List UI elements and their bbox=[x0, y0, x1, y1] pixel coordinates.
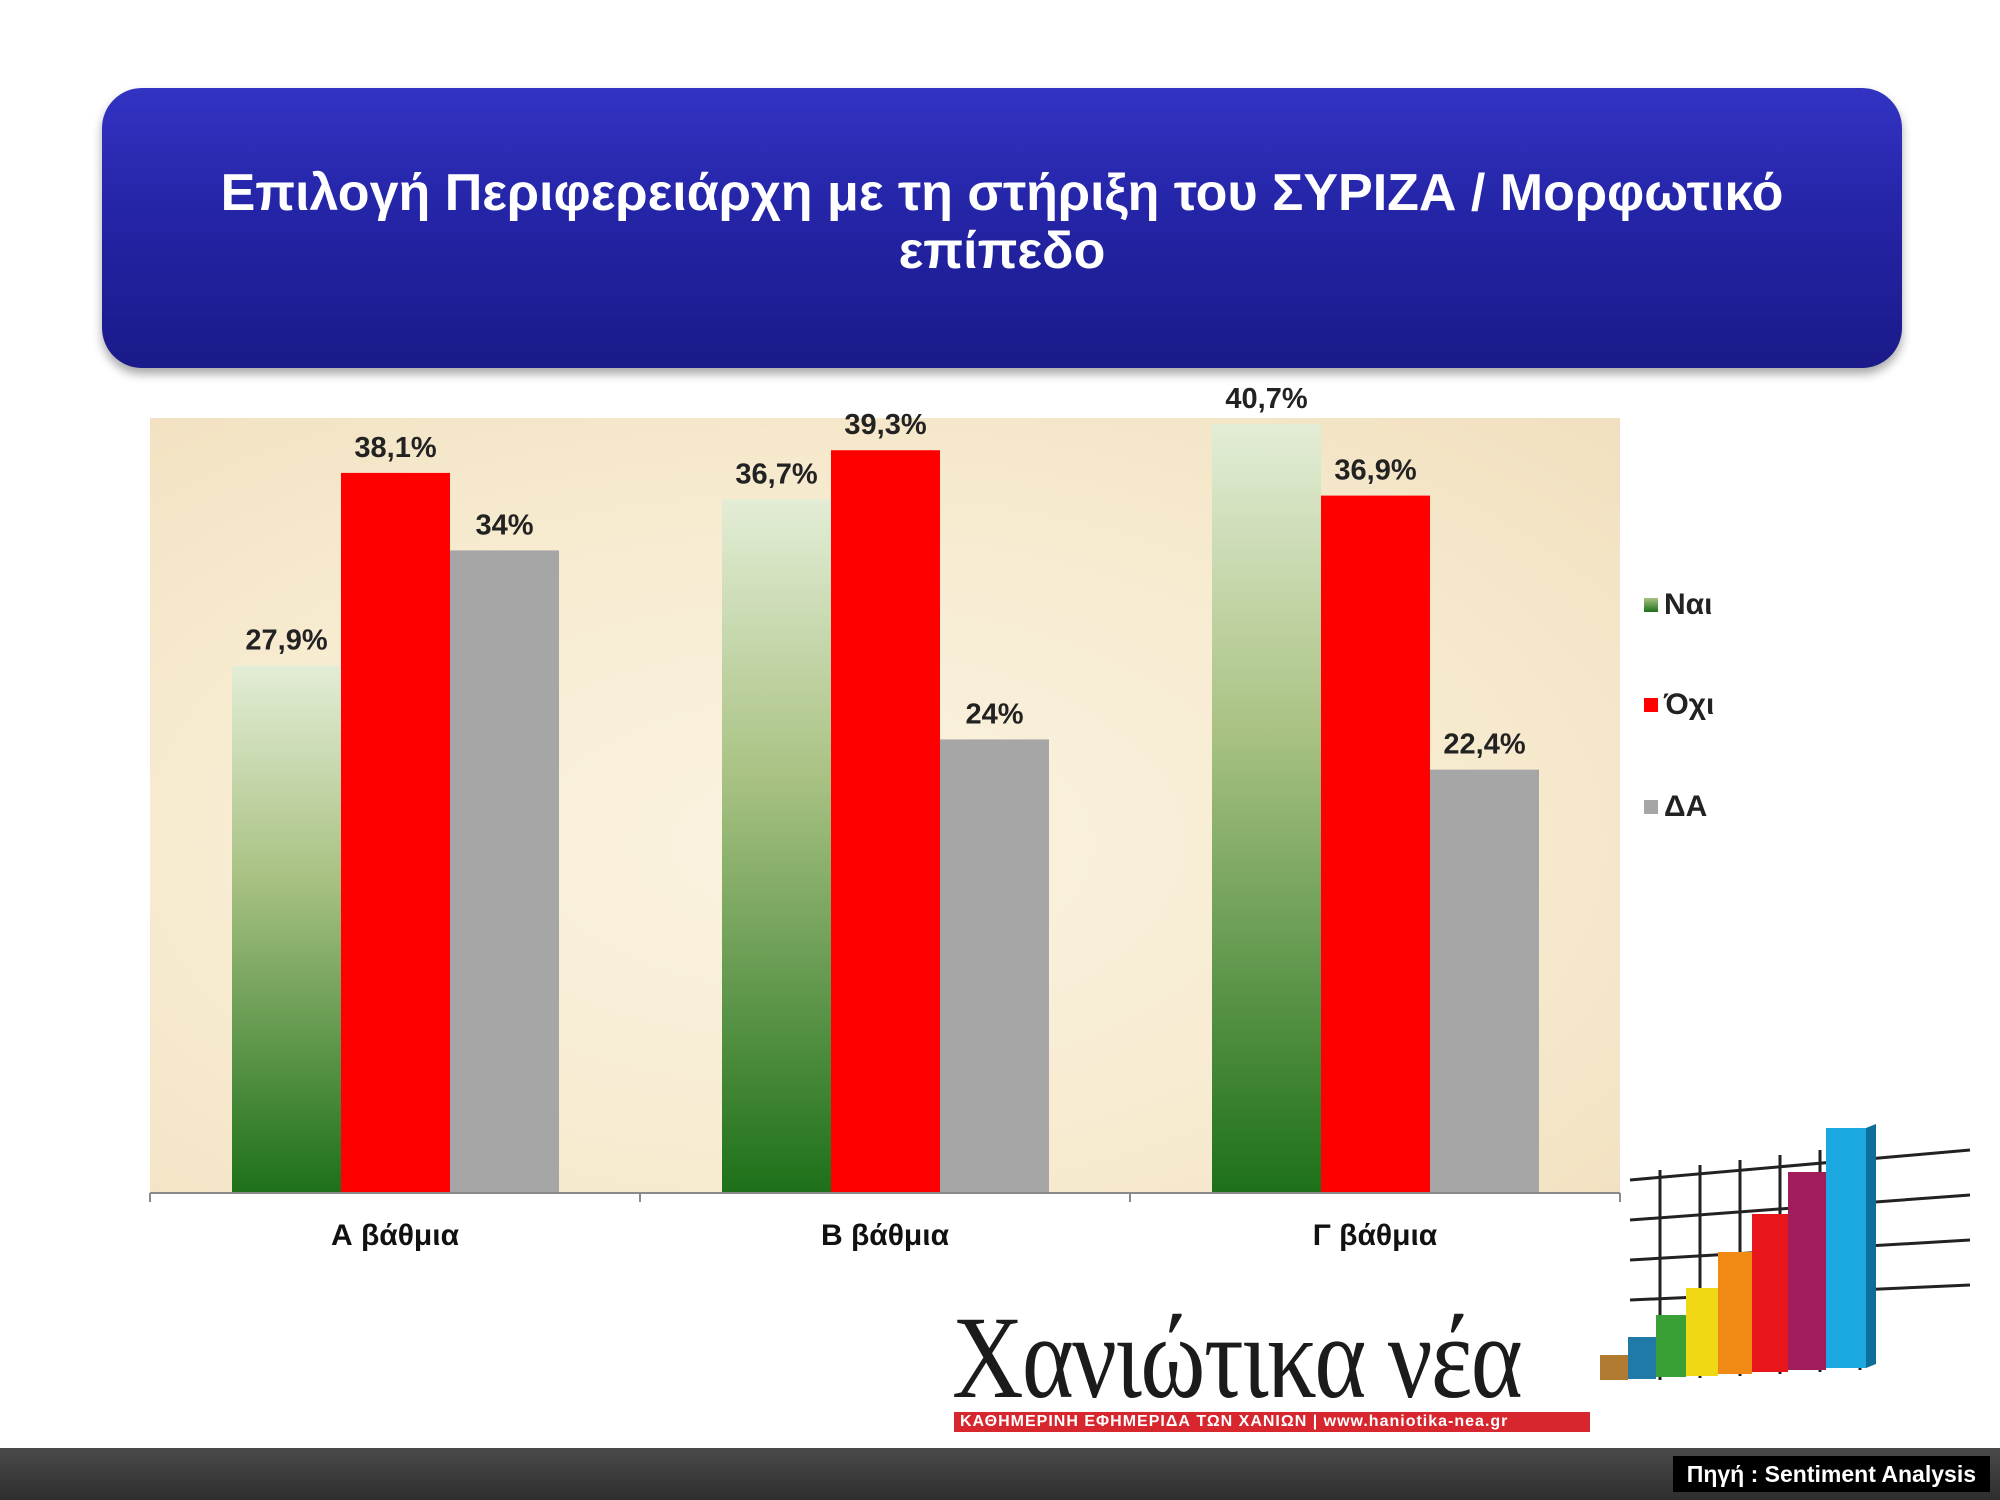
data-label: 34% bbox=[475, 509, 533, 541]
data-label: 36,7% bbox=[735, 458, 817, 490]
data-label: 24% bbox=[965, 698, 1023, 730]
legend-label: Όχι bbox=[1664, 688, 1715, 721]
bar-Όχι-Γ βάθμια bbox=[1321, 495, 1430, 1194]
data-label: 36,9% bbox=[1334, 455, 1416, 487]
bar-Όχι-Β βάθμια bbox=[831, 450, 940, 1194]
legend-item: Όχι bbox=[1644, 688, 1714, 722]
x-tick-label: Β βάθμια bbox=[821, 1219, 950, 1252]
x-axis: Α βάθμια Β βάθμια Γ βάθμια bbox=[149, 1192, 1621, 1252]
bar-Ναι-Α βάθμια bbox=[232, 665, 341, 1193]
logo-wordmark: Χανιώτικα νέα bbox=[952, 1292, 1523, 1423]
bar-Όχι-Α βάθμια bbox=[341, 472, 450, 1193]
legend-swatch bbox=[1644, 598, 1658, 612]
legend-item: Ναι bbox=[1644, 588, 1712, 622]
legend-label: Ναι bbox=[1664, 588, 1713, 621]
legend-label: ΔΑ bbox=[1664, 790, 1708, 823]
decorative-bar-chart-icon bbox=[1600, 1124, 1971, 1380]
bar-ΔΑ-Β βάθμια bbox=[940, 739, 1049, 1193]
bar-ΔΑ-Α βάθμια bbox=[450, 550, 559, 1193]
title-banner: Επιλογή Περιφερειάρχη με τη στήριξη του … bbox=[102, 88, 1902, 368]
x-tick-label: Γ βάθμια bbox=[1313, 1219, 1438, 1252]
legend-swatch bbox=[1644, 800, 1658, 814]
bar-ΔΑ-Γ βάθμια bbox=[1430, 769, 1539, 1193]
legend-item: ΔΑ bbox=[1644, 790, 1707, 824]
data-label: 39,3% bbox=[844, 409, 926, 441]
data-label: 27,9% bbox=[245, 625, 327, 657]
logo-tagline: ΚΑΘΗΜΕΡΙΝΗ ΕΦΗΜΕΡΙΔΑ ΤΩΝ ΧΑΝΙΩΝ | www.ha… bbox=[954, 1412, 1590, 1432]
chart-title: Επιλογή Περιφερειάρχη με τη στήριξη του … bbox=[220, 164, 1784, 280]
bar-Ναι-Γ βάθμια bbox=[1212, 423, 1321, 1193]
data-label: 38,1% bbox=[354, 432, 436, 464]
value-labels-group: 27,9% 38,1% 34% 36,7% 39,3% 24% 40,7% 36,9% 22,4… bbox=[245, 383, 1525, 761]
footer-bar bbox=[0, 1448, 2000, 1500]
newspaper-logo: Χανιώτικα νέα ΚΑΘΗΜΕΡΙΝΗ ΕΦΗΜΕΡΙΔΑ ΤΩΝ Χ… bbox=[952, 1292, 1592, 1436]
data-label: 22,4% bbox=[1443, 729, 1525, 761]
legend-swatch bbox=[1644, 698, 1658, 712]
bar-Ναι-Β βάθμια bbox=[722, 499, 831, 1193]
x-tick-label: Α βάθμια bbox=[331, 1219, 460, 1252]
bars-group bbox=[232, 423, 1539, 1194]
source-label: Πηγή : Sentiment Analysis bbox=[1672, 1456, 1990, 1492]
data-label: 40,7% bbox=[1225, 383, 1307, 415]
